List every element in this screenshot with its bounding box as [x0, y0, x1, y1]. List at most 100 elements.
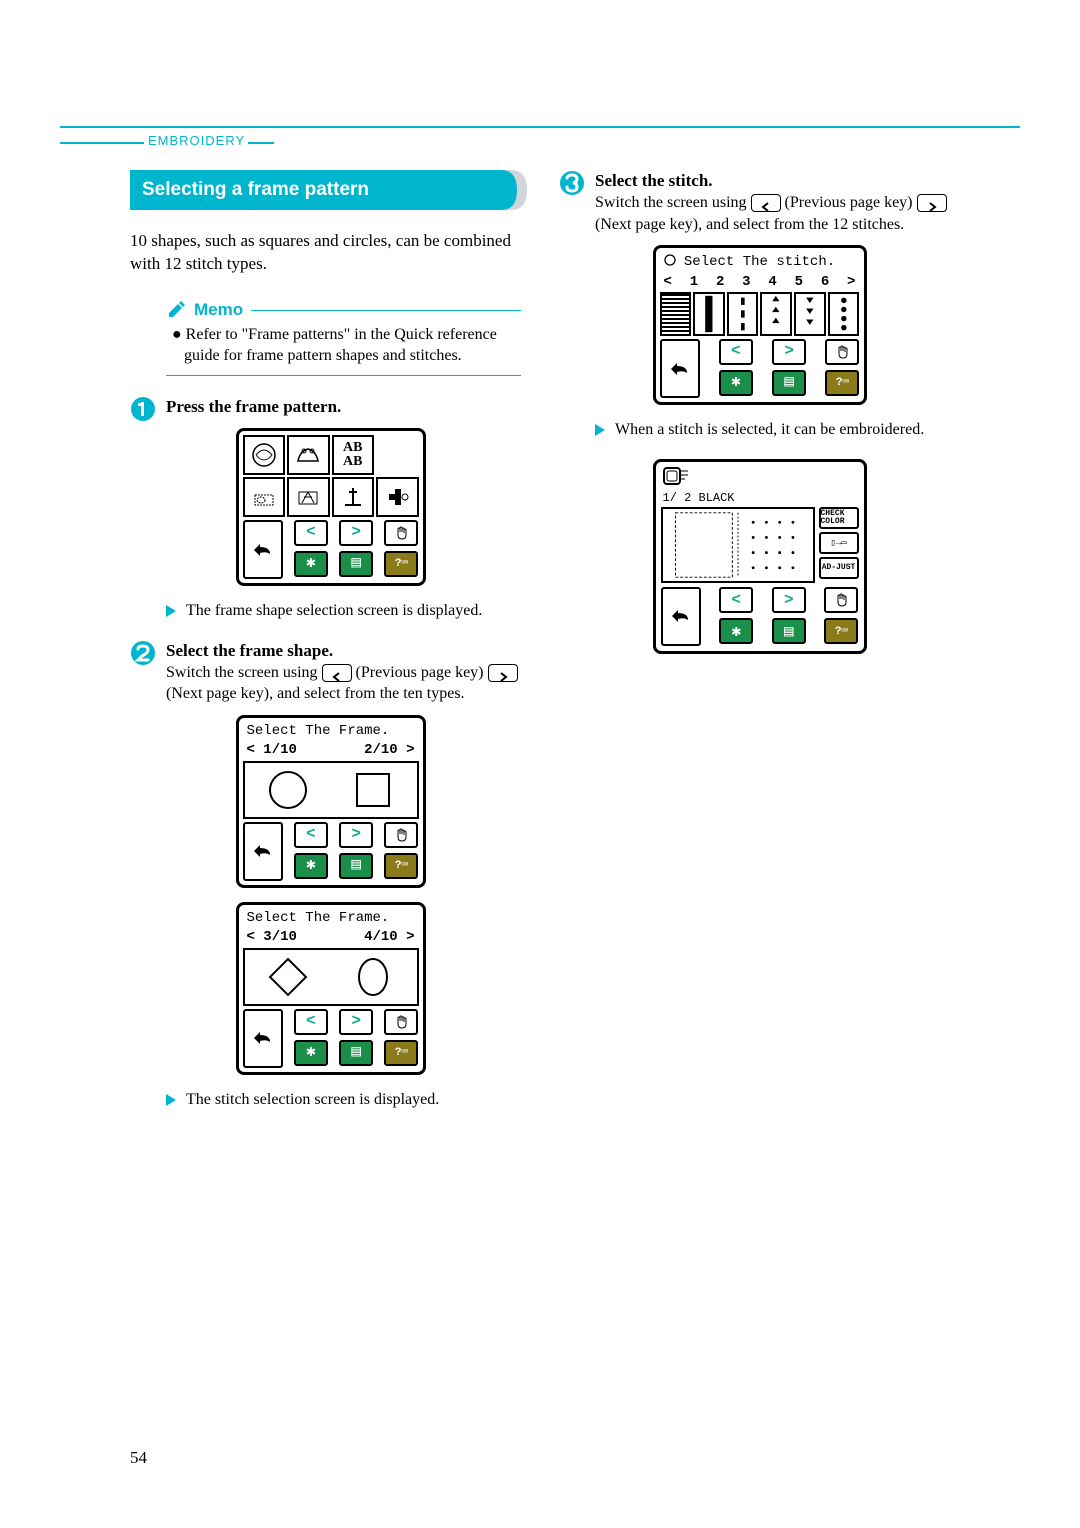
- lcd-next-button[interactable]: >: [772, 587, 806, 613]
- memo-text: ● Refer to "Frame patterns" in the Quick…: [166, 320, 521, 376]
- menu-cell[interactable]: [243, 435, 286, 475]
- lcd-back-button[interactable]: [243, 1009, 283, 1068]
- lcd-help-button[interactable]: ?⌨: [825, 370, 859, 396]
- lcd-hand-button[interactable]: [824, 587, 858, 613]
- result-arrow-icon: [166, 605, 176, 617]
- lcd-hand-button[interactable]: [384, 520, 418, 546]
- step-3-body-mid1: (Previous page key): [785, 194, 917, 211]
- memo-header: Memo: [166, 300, 521, 320]
- shape-oval[interactable]: [334, 954, 413, 1000]
- menu-cell[interactable]: [287, 477, 330, 517]
- step-3: Select the stitch. Switch the screen usi…: [559, 170, 960, 235]
- menu-cell[interactable]: [332, 477, 375, 517]
- lcd-next-button[interactable]: >: [339, 520, 373, 546]
- lcd-next-button[interactable]: >: [339, 822, 373, 848]
- lcd-gear-button[interactable]: ✱: [719, 370, 753, 396]
- menu-cell[interactable]: [287, 435, 330, 475]
- menu-cell-ab[interactable]: ABAB: [332, 435, 375, 475]
- lcd-a-left[interactable]: < 1/10: [247, 743, 297, 758]
- stitch-col-2: 2: [716, 275, 724, 290]
- lcd-frame-b: Select The Frame. < 3/10 4/10 > < > ✱ ▤ …: [236, 902, 426, 1075]
- title-bar: Selecting a frame pattern: [130, 170, 531, 210]
- next-key-icon: [917, 194, 947, 212]
- lcd-card-button[interactable]: ▤: [772, 618, 806, 644]
- lcd-card-button[interactable]: ▤: [339, 1040, 373, 1066]
- next-key-icon: [488, 664, 518, 682]
- menu-cell[interactable]: [243, 477, 286, 517]
- lcd-next-button[interactable]: >: [339, 1009, 373, 1035]
- stitch-6[interactable]: [828, 292, 860, 336]
- lcd-frame-a-title: Select The Frame.: [243, 722, 419, 741]
- menu-cell[interactable]: [376, 477, 419, 517]
- lcd-b-left[interactable]: < 3/10: [247, 930, 297, 945]
- lcd-back-button[interactable]: [661, 587, 701, 646]
- page-number: 54: [130, 1448, 147, 1468]
- shape-diamond[interactable]: [249, 954, 328, 1000]
- lcd-prev-button[interactable]: <: [719, 339, 753, 365]
- lcd-b-right[interactable]: 4/10 >: [364, 930, 414, 945]
- memo-bullet: ●: [172, 326, 182, 343]
- embroidery-status: 1/ 2 BLACK: [663, 491, 735, 505]
- left-column: Selecting a frame pattern 10 shapes, suc…: [130, 170, 531, 1128]
- lcd-back-button[interactable]: [660, 339, 700, 398]
- stitch-4[interactable]: [760, 292, 792, 336]
- memo-label: Memo: [194, 300, 243, 320]
- stitch-1[interactable]: [660, 292, 692, 336]
- result-arrow-icon: [595, 424, 605, 436]
- step-2-body-mid2: (Next page key), and select from the ten…: [166, 685, 465, 702]
- lcd-stitch-row: [660, 292, 860, 336]
- stitch-5[interactable]: [794, 292, 826, 336]
- shape-square[interactable]: [334, 767, 413, 813]
- adjust-button[interactable]: AD-JUST: [819, 557, 859, 579]
- menu-cell-empty: [376, 435, 419, 475]
- resize-button[interactable]: ▯→▭: [819, 532, 859, 554]
- lcd-back-button[interactable]: [243, 822, 283, 881]
- lcd-frame-a: Select The Frame. < 1/10 2/10 > < > ✱ ▤ …: [236, 715, 426, 888]
- lcd-prev-button[interactable]: <: [719, 587, 753, 613]
- lcd-prev-button[interactable]: <: [294, 520, 328, 546]
- step-2-title: Select the frame shape.: [166, 640, 531, 662]
- lcd-gear-button[interactable]: ✱: [294, 853, 328, 879]
- embroidery-side-buttons: CHECK COLOR ▯→▭ AD-JUST: [819, 507, 859, 583]
- shape-circle[interactable]: [249, 767, 328, 813]
- step-1-result-text: The frame shape selection screen is disp…: [186, 600, 482, 622]
- stitch-2[interactable]: [693, 292, 725, 336]
- lcd-card-button[interactable]: ▤: [339, 853, 373, 879]
- lcd-prev-button[interactable]: <: [294, 822, 328, 848]
- prev-key-icon: [751, 194, 781, 212]
- lcd-stitch: Select The stitch. < 1 2 3 4 5 6 >: [653, 245, 867, 405]
- lcd-back-button[interactable]: [243, 520, 283, 579]
- step-2-badge: [130, 640, 156, 666]
- lcd-gear-button[interactable]: ✱: [294, 551, 328, 577]
- lcd-help-button[interactable]: ?⌨: [384, 1040, 418, 1066]
- lcd-hand-button[interactable]: [384, 1009, 418, 1035]
- lcd-stitch-title: Select The stitch.: [660, 252, 860, 272]
- check-color-button[interactable]: CHECK COLOR: [819, 507, 859, 529]
- lcd-help-button[interactable]: ?⌨: [824, 618, 858, 644]
- title-tail-shape: [481, 170, 531, 210]
- lcd-prev-button[interactable]: <: [294, 1009, 328, 1035]
- pencil-icon: [166, 300, 186, 320]
- lcd-stitch-label-text: Select The stitch.: [684, 254, 835, 270]
- lcd-card-button[interactable]: ▤: [772, 370, 806, 396]
- content-columns: Selecting a frame pattern 10 shapes, suc…: [130, 170, 960, 1128]
- step-3-body-mid2: (Next page key), and select from the 12 …: [595, 216, 904, 233]
- stitch-right[interactable]: >: [847, 275, 855, 290]
- stitch-left[interactable]: <: [664, 275, 672, 290]
- stitch-3[interactable]: [727, 292, 759, 336]
- step-3-body-pre: Switch the screen using: [595, 194, 751, 211]
- step-3-result: When a stitch is selected, it can be emb…: [595, 419, 960, 441]
- lcd-help-button[interactable]: ?⌨: [384, 853, 418, 879]
- step-1-title: Press the frame pattern.: [166, 396, 531, 418]
- lcd-gear-button[interactable]: ✱: [719, 618, 753, 644]
- lcd-hand-button[interactable]: [384, 822, 418, 848]
- lcd-hand-button[interactable]: [825, 339, 859, 365]
- lcd-next-button[interactable]: >: [772, 339, 806, 365]
- memo-rule: [251, 310, 521, 311]
- lcd-help-button[interactable]: ?⌨: [384, 551, 418, 577]
- lcd-card-button[interactable]: ▤: [339, 551, 373, 577]
- result-arrow-icon: [166, 1094, 176, 1106]
- lcd-a-right[interactable]: 2/10 >: [364, 743, 414, 758]
- step-3-result-text: When a stitch is selected, it can be emb…: [615, 419, 924, 441]
- lcd-gear-button[interactable]: ✱: [294, 1040, 328, 1066]
